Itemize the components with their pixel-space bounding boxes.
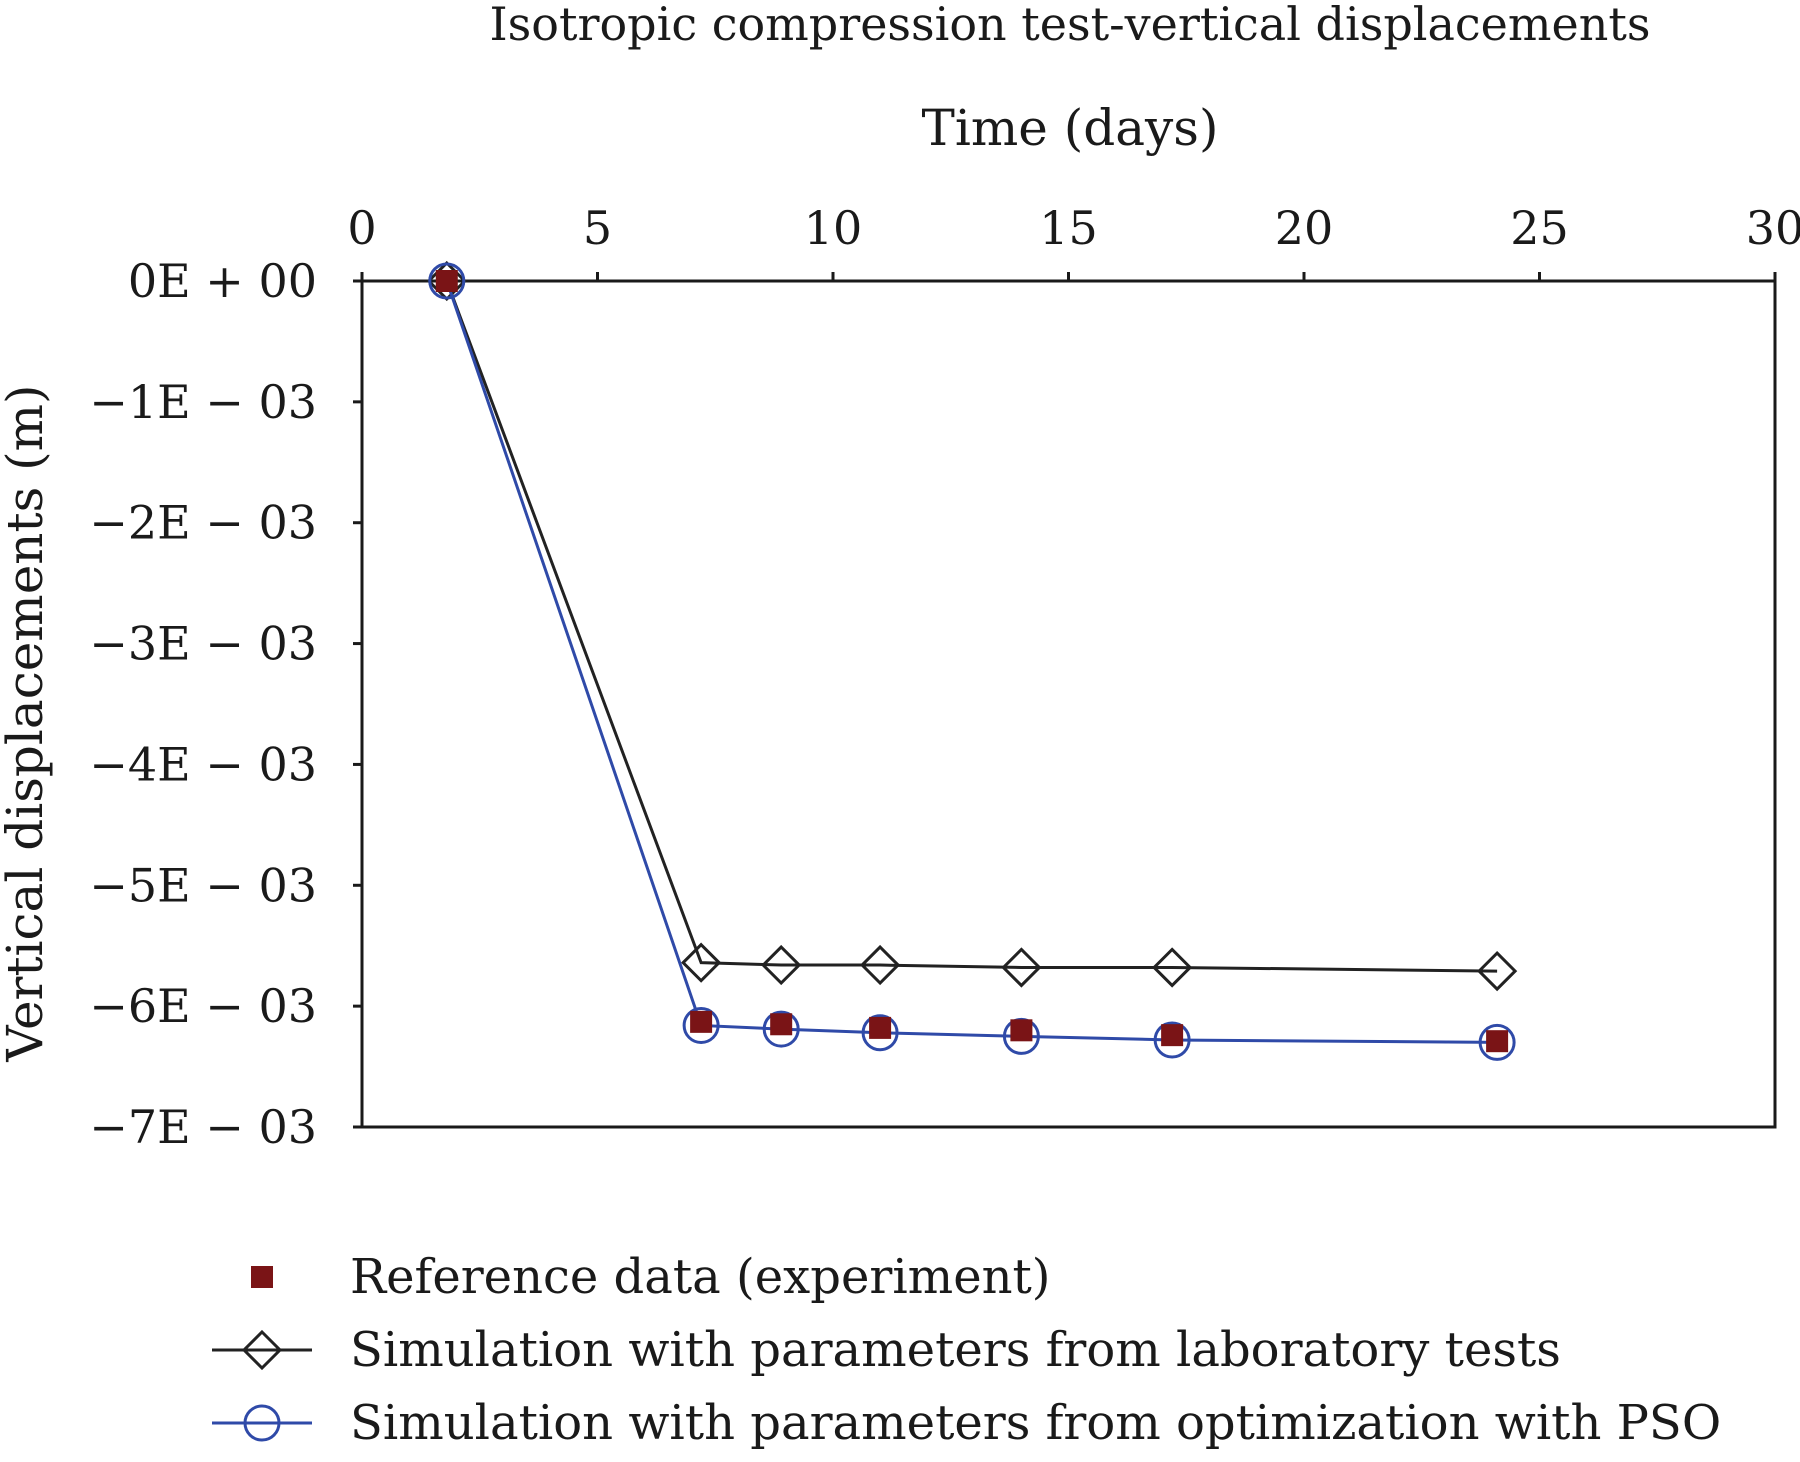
legend-label: Simulation with parameters from optimiza… — [350, 1395, 1721, 1451]
data-point — [1478, 1023, 1516, 1061]
legend-item: Simulation with parameters from laborato… — [212, 1322, 1561, 1378]
data-point — [761, 944, 802, 986]
data-point — [762, 1010, 800, 1048]
x-tick-label: 5 — [583, 201, 612, 255]
data-point — [682, 1006, 720, 1044]
data-point — [859, 944, 901, 986]
y-tick-label: −2E − 03 — [89, 496, 317, 550]
data-point — [1161, 1024, 1184, 1047]
legend: Reference data (experiment) Simulation wi… — [212, 1249, 1721, 1451]
legend-label: Simulation with parameters from laborato… — [350, 1322, 1561, 1378]
data-point — [861, 1014, 899, 1052]
y-tick-label: −3E − 03 — [89, 617, 317, 671]
y-tick-label: −1E − 03 — [89, 375, 317, 429]
x-axis-title: Time (days) — [922, 99, 1219, 157]
legend-marker — [241, 1329, 283, 1371]
legend-item: Reference data (experiment) — [251, 1249, 1051, 1305]
data-point — [435, 270, 458, 292]
legend-label: Reference data (experiment) — [350, 1249, 1051, 1305]
chart-title: Isotropic compression test-vertical disp… — [490, 0, 1651, 51]
x-tick-label: 25 — [1510, 201, 1569, 255]
y-tick-label: −6E − 03 — [89, 979, 317, 1033]
x-tick-label: 30 — [1746, 201, 1800, 255]
data-point — [1486, 1030, 1509, 1053]
series-line — [445, 280, 1498, 1044]
data-point — [1476, 950, 1518, 992]
series-line — [445, 280, 1498, 973]
y-tick-label: −7E − 03 — [89, 1100, 317, 1154]
data-point — [1151, 947, 1193, 988]
y-tick-label: −5E − 03 — [89, 858, 317, 912]
x-axis-ticks: 0 5 10 15 20 25 30 — [347, 201, 1800, 281]
plot-area-frame — [360, 279, 1777, 1129]
legend-marker — [243, 1404, 281, 1442]
x-tick-label: 15 — [1039, 201, 1098, 255]
data-point — [1153, 1021, 1191, 1059]
legend-marker — [251, 1266, 273, 1288]
data-point — [1001, 947, 1042, 988]
x-tick-label: 0 — [347, 201, 376, 255]
legend-item: Simulation with parameters from optimiza… — [212, 1395, 1721, 1451]
data-point — [770, 1013, 793, 1036]
series-layer — [426, 260, 1518, 1061]
data-point — [1010, 1019, 1033, 1042]
x-tick-label: 10 — [804, 201, 863, 255]
y-tick-label: −4E − 03 — [89, 737, 317, 791]
y-axis-ticks: 0E + 00 −1E − 03 −2E − 03 −3E − 03 −4E − 03 −… — [89, 254, 362, 1154]
y-axis-title: Vertical displacements (m) — [0, 384, 54, 1062]
data-point — [869, 1016, 892, 1039]
x-tick-label: 20 — [1275, 201, 1334, 255]
series-circle — [428, 262, 1516, 1061]
data-point — [690, 1010, 713, 1033]
data-point — [680, 942, 722, 983]
y-tick-label: 0E + 00 — [128, 254, 317, 308]
data-point — [428, 262, 466, 300]
series-diamond — [426, 260, 1518, 992]
series-square — [435, 270, 1509, 1053]
